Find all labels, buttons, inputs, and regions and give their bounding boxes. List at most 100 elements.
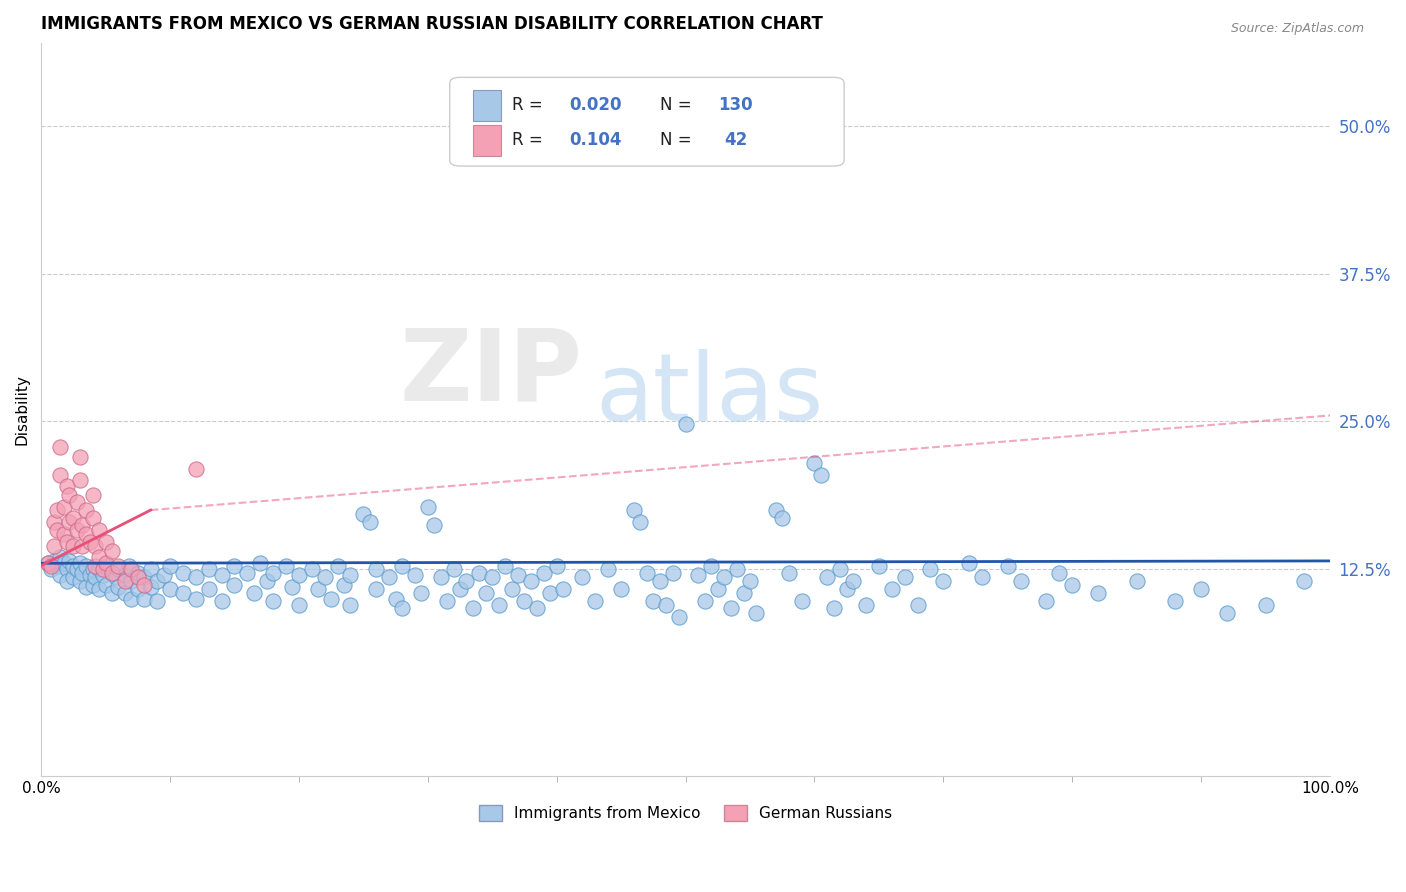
- Point: [494, 558, 516, 573]
- Point: [1189, 582, 1212, 597]
- Point: [920, 562, 942, 576]
- Point: [41, 562, 63, 576]
- Point: [738, 574, 761, 588]
- Point: [127, 582, 149, 597]
- Point: [127, 566, 149, 580]
- Point: [45, 558, 67, 573]
- Point: [1062, 577, 1084, 591]
- Point: [42, 515, 65, 529]
- Point: [391, 558, 413, 573]
- Point: [842, 574, 865, 588]
- Point: [107, 562, 129, 576]
- Point: [475, 586, 498, 600]
- Point: [778, 566, 800, 580]
- FancyBboxPatch shape: [450, 78, 844, 166]
- Point: [104, 570, 127, 584]
- Point: [224, 558, 246, 573]
- Point: [172, 586, 194, 600]
- Point: [79, 568, 101, 582]
- Point: [648, 574, 671, 588]
- Point: [765, 503, 787, 517]
- Y-axis label: Disability: Disability: [15, 374, 30, 445]
- Point: [53, 500, 76, 514]
- Point: [82, 562, 104, 576]
- Point: [184, 570, 207, 584]
- Point: [107, 580, 129, 594]
- Text: Source: ZipAtlas.com: Source: ZipAtlas.com: [1230, 22, 1364, 36]
- Point: [101, 544, 124, 558]
- Point: [120, 591, 142, 606]
- Point: [45, 523, 67, 537]
- Point: [62, 539, 84, 553]
- Point: [197, 562, 219, 576]
- Point: [281, 580, 304, 594]
- Point: [301, 562, 323, 576]
- Point: [661, 566, 683, 580]
- Point: [62, 511, 84, 525]
- Point: [411, 586, 433, 600]
- Point: [352, 507, 374, 521]
- Point: [907, 598, 929, 612]
- Point: [546, 558, 568, 573]
- Point: [720, 601, 742, 615]
- Point: [932, 574, 955, 588]
- Point: [56, 574, 79, 588]
- Text: R =: R =: [512, 131, 547, 150]
- Point: [184, 461, 207, 475]
- Point: [66, 495, 89, 509]
- Point: [506, 568, 529, 582]
- Point: [326, 558, 349, 573]
- Point: [159, 558, 181, 573]
- Point: [45, 503, 67, 517]
- Point: [1294, 574, 1316, 588]
- Point: [429, 570, 451, 584]
- Point: [643, 594, 665, 608]
- Point: [75, 580, 97, 594]
- Point: [733, 586, 755, 600]
- Point: [82, 577, 104, 591]
- Point: [62, 570, 84, 584]
- Point: [42, 539, 65, 553]
- Point: [790, 594, 813, 608]
- Point: [443, 562, 465, 576]
- Point: [84, 558, 107, 573]
- Point: [1216, 606, 1239, 620]
- Point: [855, 598, 877, 612]
- Point: [56, 535, 79, 549]
- Point: [152, 568, 174, 582]
- Point: [72, 566, 94, 580]
- Text: 130: 130: [718, 96, 752, 114]
- Point: [49, 568, 72, 582]
- Point: [75, 526, 97, 541]
- Point: [62, 558, 84, 573]
- Point: [526, 601, 548, 615]
- Point: [66, 523, 89, 537]
- Text: 0.104: 0.104: [569, 131, 621, 150]
- Point: [69, 574, 91, 588]
- Point: [134, 577, 156, 591]
- Point: [42, 554, 65, 568]
- Point: [970, 570, 993, 584]
- Point: [101, 566, 124, 580]
- Point: [58, 554, 80, 568]
- Point: [172, 566, 194, 580]
- Point: [1047, 566, 1070, 580]
- Point: [583, 594, 606, 608]
- Point: [37, 556, 59, 570]
- Point: [1035, 594, 1057, 608]
- Point: [339, 568, 361, 582]
- Point: [598, 562, 620, 576]
- Point: [243, 586, 266, 600]
- Point: [997, 558, 1019, 573]
- Point: [880, 582, 903, 597]
- Point: [56, 479, 79, 493]
- Point: [224, 577, 246, 591]
- Point: [688, 568, 710, 582]
- Point: [49, 550, 72, 565]
- Point: [37, 556, 59, 570]
- Point: [461, 601, 484, 615]
- Point: [72, 518, 94, 533]
- Point: [249, 556, 271, 570]
- Point: [91, 562, 114, 576]
- Point: [636, 566, 658, 580]
